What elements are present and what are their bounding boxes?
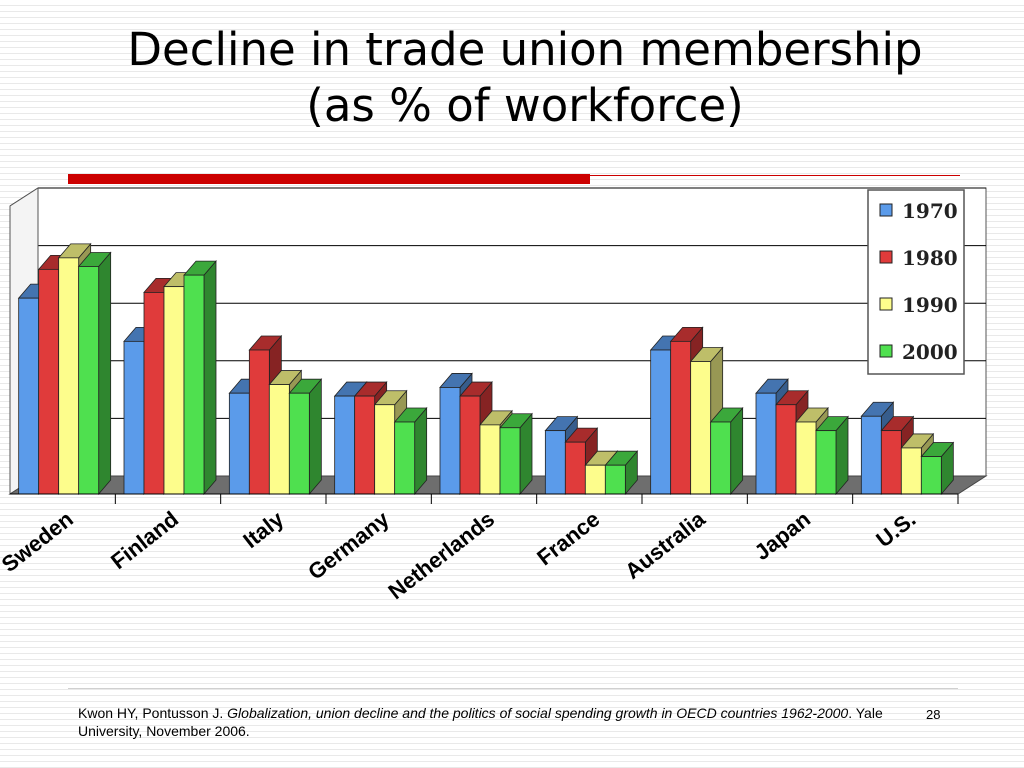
bar-2000-japan: [815, 430, 837, 495]
bar-1990-japan: [795, 421, 817, 495]
bar-2000-germany: [394, 421, 416, 495]
bar-1990-australia: [690, 361, 712, 495]
title-accent-line: [590, 175, 960, 176]
bar-1990-germany: [374, 404, 396, 495]
legend-label-1990: 1990: [902, 293, 958, 317]
legend-label-1980: 1980: [902, 246, 958, 270]
bar-1980-us: [880, 430, 902, 495]
citation-publisher: . Yale University, November 2006.: [78, 705, 883, 739]
bar-1970-sweden: [18, 297, 40, 495]
bar-1980-japan: [775, 404, 797, 495]
bar-1980-sweden: [38, 268, 60, 495]
x-tick-label: Japan: [750, 506, 816, 565]
legend-swatch-1980: [879, 250, 893, 264]
bar-2000-netherlands: [499, 427, 521, 495]
bar-1970-france: [544, 430, 566, 495]
x-tick-label: Germany: [303, 506, 394, 585]
legend-box: [867, 189, 965, 375]
bar-1980-netherlands: [459, 395, 481, 495]
x-tick-label: Australia: [620, 506, 710, 584]
bar-1990-sweden: [58, 257, 80, 495]
bar-1980-italy: [248, 349, 270, 495]
bar-2000-italy: [288, 392, 310, 495]
citation-title: Globalization, union decline and the pol…: [227, 705, 849, 721]
bar-side: [203, 260, 217, 496]
bar-1990-us: [900, 447, 922, 495]
bar-1970-finland: [123, 340, 145, 495]
bar-2000-finland: [183, 274, 205, 495]
union-membership-chart: %SwedenFinlandItalyGermanyNetherlandsFra…: [0, 187, 988, 604]
citation-authors: Kwon HY, Pontusson J.: [78, 705, 228, 721]
bar-1970-germany: [334, 395, 356, 495]
title-line-2: (as % of workforce): [306, 79, 744, 132]
bar-1990-france: [584, 464, 606, 495]
slide-title: Decline in trade union membership (as % …: [40, 22, 1010, 134]
bar-1970-us: [860, 415, 882, 495]
bar-1980-france: [564, 441, 586, 495]
legend-swatch-2000: [879, 344, 893, 358]
bar-side: [414, 406, 428, 496]
bar-2000-france: [604, 464, 626, 495]
page-number: 28: [926, 707, 941, 722]
x-tick-label: Italy: [238, 506, 289, 553]
bar-1970-australia: [650, 349, 672, 495]
legend-swatch-1970: [879, 203, 893, 217]
bar-2000-sweden: [78, 266, 100, 495]
legend-label-1970: 1970: [902, 199, 958, 223]
source-citation: Kwon HY, Pontusson J. Globalization, uni…: [78, 704, 938, 740]
bar-1970-japan: [755, 392, 777, 495]
bar-1990-italy: [268, 384, 290, 495]
title-accent-bar: [68, 174, 590, 184]
bar-1990-netherlands: [479, 424, 501, 495]
x-tick-label: U.S.: [871, 506, 920, 552]
footer-divider: [68, 688, 958, 689]
bar-2000-us: [920, 456, 942, 495]
bar-1980-germany: [354, 395, 376, 495]
x-tick-label: Sweden: [0, 506, 78, 577]
legend-swatch-1990: [879, 297, 893, 311]
x-tick-label: Netherlands: [383, 506, 499, 604]
bar-1980-finland: [143, 291, 165, 495]
bar-2000-australia: [710, 421, 732, 495]
x-tick-label: Finland: [106, 506, 183, 574]
bar-1990-finland: [163, 286, 185, 495]
bar-side: [308, 378, 322, 496]
bar-1970-netherlands: [439, 387, 461, 495]
title-line-1: Decline in trade union membership: [127, 23, 923, 76]
bar-1970-italy: [228, 392, 250, 495]
x-tick-label: France: [532, 506, 604, 570]
bar-1980-australia: [670, 340, 692, 495]
bar-side: [98, 251, 112, 496]
legend-label-2000: 2000: [902, 340, 958, 364]
bar-side: [730, 406, 744, 496]
